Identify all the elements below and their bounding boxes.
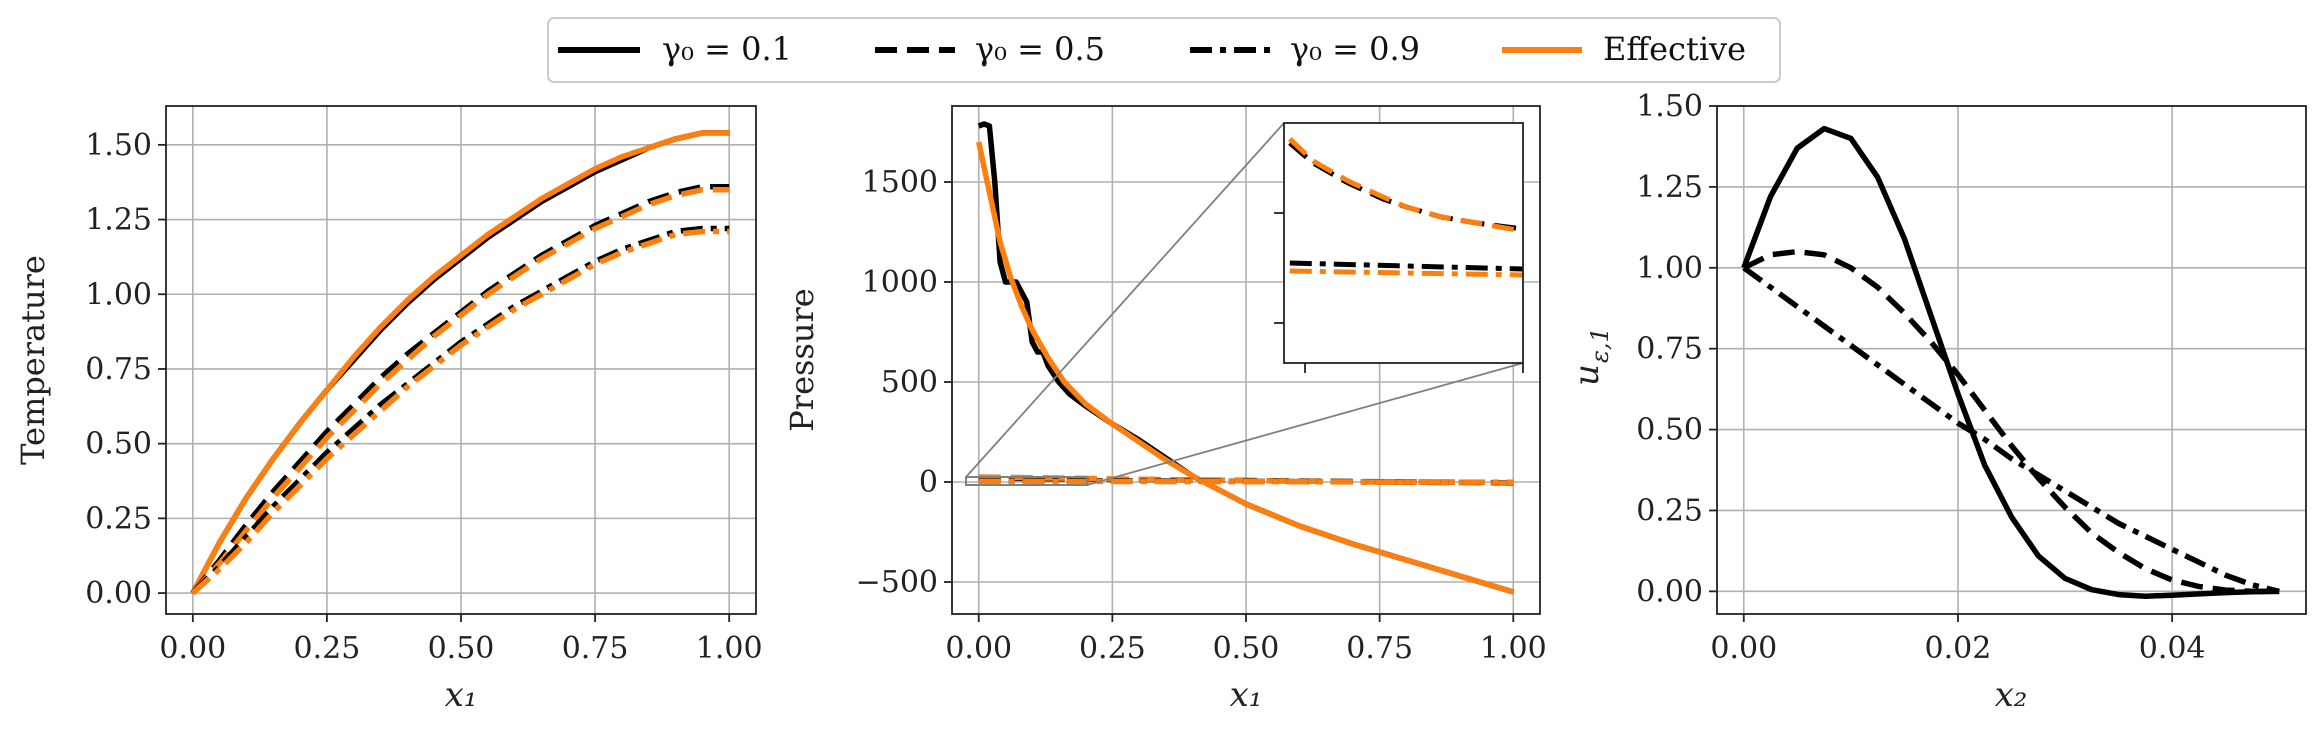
axes-frame (1716, 105, 2307, 615)
y-axis-label: Temperature (14, 255, 52, 465)
y-tick-label: 1.50 (85, 128, 152, 163)
zoom-connector-upper (965, 122, 1285, 478)
legend-entry-gamma-0-5: γ₀ = 0.5 (875, 30, 1105, 68)
y-tick-label: 0.75 (85, 352, 152, 387)
legend-frame (547, 17, 1781, 83)
y-tick-label: 0.25 (85, 501, 152, 536)
y-tick-label: 0.00 (85, 576, 152, 611)
y-tick-label: 0.50 (85, 427, 152, 462)
x-axis-label: x₁ (1230, 675, 1263, 715)
x-tick-label: 0.00 (1710, 631, 1777, 666)
legend-label: Effective (1603, 30, 1746, 68)
inset-series-line (1289, 268, 1524, 278)
x-axis-label: x₂ (1995, 675, 2028, 715)
x-tick-label: 0.02 (1925, 631, 1992, 666)
legend-entry-gamma-0-1: γ₀ = 0.1 (558, 30, 792, 68)
x-tick-label: 0.75 (562, 631, 629, 666)
series-line (190, 130, 730, 595)
y-tick-label: −500 (856, 565, 938, 600)
y-tick-label: 0.25 (1636, 493, 1703, 528)
grid (166, 106, 756, 614)
series-lines (1741, 125, 2280, 599)
legend-label: γ₀ = 0.1 (662, 30, 792, 68)
ticks: 0.00 0.25 0.50 0.75 1.00 −500 0 500 1000 1500 (856, 165, 1547, 666)
series-line (978, 478, 1514, 485)
x-tick-label: 0.75 (1346, 631, 1413, 666)
y-tick-label: 1.00 (1636, 251, 1703, 286)
series-line (1742, 265, 2280, 595)
zoom-region-box (965, 476, 1088, 486)
inset-series-line (1289, 260, 1524, 272)
y-tick-label: 0.75 (1636, 332, 1703, 367)
y-tick-label: 0.50 (1636, 413, 1703, 448)
series-line (190, 228, 730, 596)
legend-entry-effective: Effective (1502, 30, 1746, 68)
inset-series-lines (1288, 137, 1524, 278)
y-tick-label: 1000 (862, 265, 938, 300)
inset-background (1284, 123, 1523, 363)
y-tick-label: 1.50 (1636, 89, 1703, 124)
legend-label: γ₀ = 0.9 (1290, 30, 1420, 68)
y-axis-label: Pressure (783, 288, 821, 431)
series-line (1741, 125, 2280, 599)
series-line (1742, 248, 2280, 595)
ticks: 0.00 0.25 0.50 0.75 1.00 0.00 0.25 0.50 0.75 1.00… (85, 128, 762, 666)
inset-frame (1283, 122, 1524, 364)
velocity-panel: 0.00 0.02 0.04 0.00 0.25 0.50 0.75 1.00 1.25 1.50… (1567, 89, 2307, 715)
legend: γ₀ = 0.1 γ₀ = 0.5 γ₀ = 0.9 Effective (547, 17, 1781, 83)
y-tick-label: 1.00 (85, 277, 152, 312)
x-tick-label: 0.00 (945, 631, 1012, 666)
y-axis-label: u ε,1 (1567, 327, 1614, 386)
series-line (190, 186, 730, 595)
pressure-panel: 0.00 0.25 0.50 0.75 1.00 −500 0 500 1000 1500 Pre… (783, 105, 1547, 715)
y-tick-label: 0.00 (1636, 574, 1703, 609)
y-axis-label-subscript: ε,1 (1586, 327, 1614, 363)
series-lines (976, 121, 1515, 595)
y-tick-label: 500 (881, 365, 938, 400)
y-axis-label-u: u (1567, 364, 1607, 386)
inset-series-line (1288, 137, 1524, 234)
grid (1717, 105, 2306, 614)
legend-label: γ₀ = 0.5 (975, 30, 1105, 68)
legend-entry-gamma-0-9: γ₀ = 0.9 (1190, 30, 1420, 68)
zoom-connector-lower (1086, 362, 1524, 486)
x-tick-label: 0.00 (159, 631, 226, 666)
y-tick-label: 1.25 (1636, 170, 1703, 205)
x-tick-label: 0.50 (1213, 631, 1280, 666)
x-axis-label: x₁ (445, 675, 478, 715)
y-tick-label: 1.25 (85, 203, 152, 238)
ticks: 0.00 0.02 0.04 0.00 0.25 0.50 0.75 1.00 1.25 1.50 (1636, 89, 2205, 666)
series-line (976, 141, 1515, 595)
temperature-panel: 0.00 0.25 0.50 0.75 1.00 0.00 0.25 0.50 0.75 1.00… (14, 105, 763, 715)
x-tick-label: 1.00 (696, 631, 763, 666)
x-tick-label: 0.04 (2139, 631, 2206, 666)
x-tick-label: 1.00 (1480, 631, 1547, 666)
inset-axes (1274, 122, 1524, 373)
series-lines (190, 130, 730, 596)
x-tick-label: 0.25 (294, 631, 361, 666)
x-tick-label: 0.50 (428, 631, 495, 666)
x-tick-label: 0.25 (1079, 631, 1146, 666)
y-tick-label: 1500 (862, 165, 938, 200)
y-tick-label: 0 (919, 465, 938, 500)
